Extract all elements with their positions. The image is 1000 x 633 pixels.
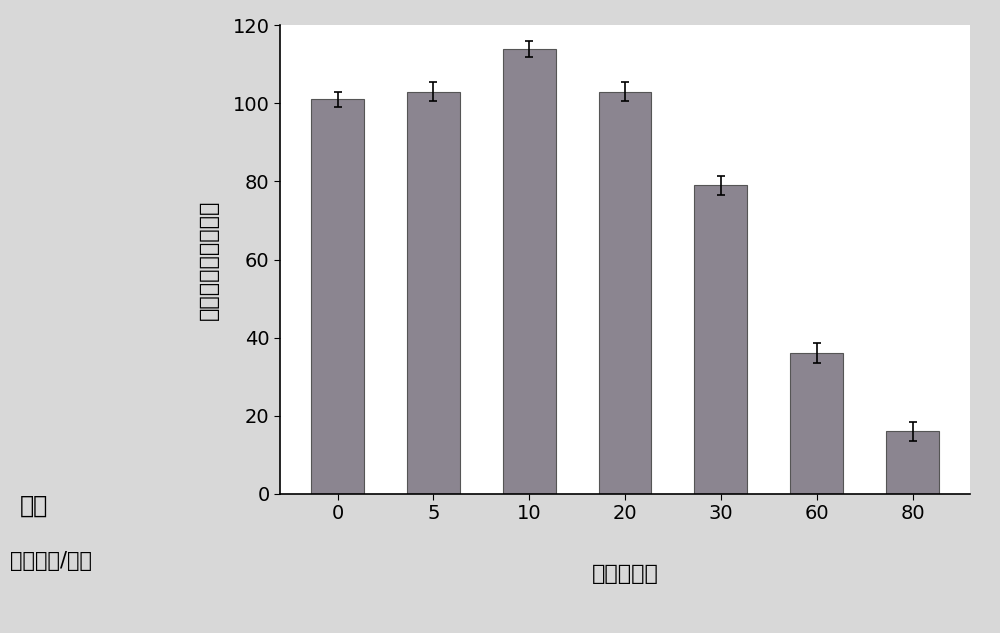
Bar xyxy=(599,92,651,494)
Text: 淡巴母细胞: 淡巴母细胞 xyxy=(592,564,658,584)
Bar xyxy=(311,99,364,494)
Text: 乳酸: 乳酸 xyxy=(20,494,48,518)
Bar xyxy=(407,92,460,494)
Bar xyxy=(886,431,939,494)
Bar xyxy=(503,49,556,494)
Text: （毫摩尔/升）: （毫摩尔/升） xyxy=(10,551,92,571)
Y-axis label: 细胞活力（百分比）: 细胞活力（百分比） xyxy=(199,199,219,320)
Bar xyxy=(694,185,747,494)
Bar xyxy=(790,353,843,494)
